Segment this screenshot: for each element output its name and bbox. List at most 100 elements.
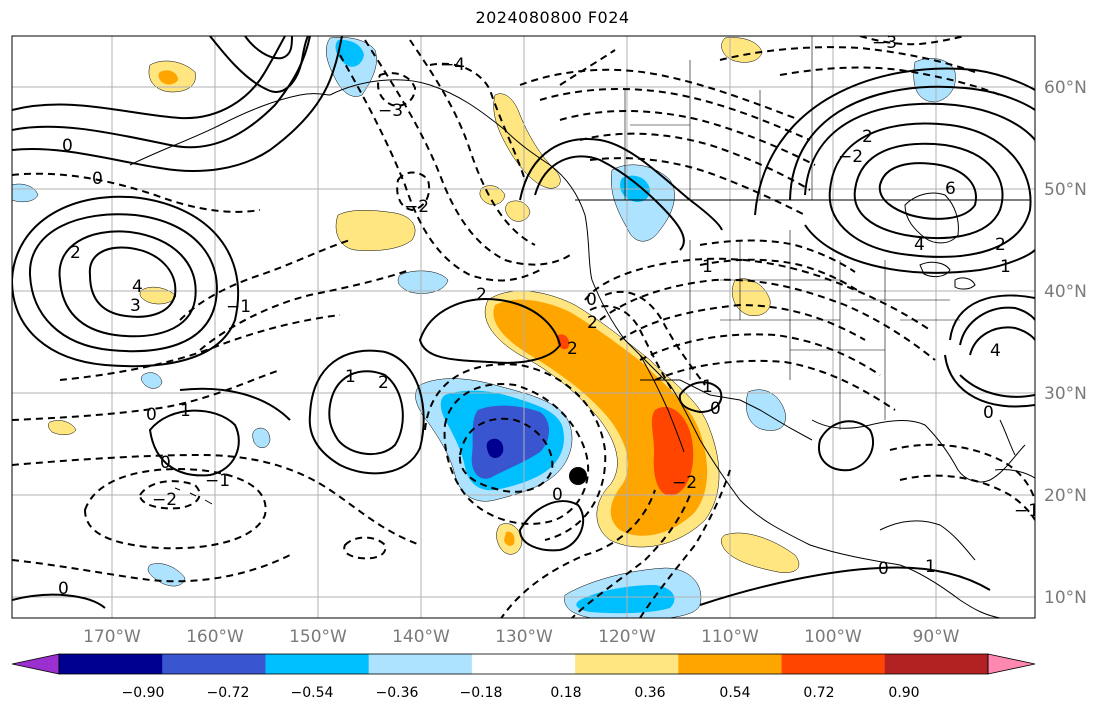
contour-neg-trough-2 — [364, 39, 571, 266]
contour-low-center — [88, 246, 177, 318]
contour-neg-west-us-4 — [639, 333, 881, 376]
contour-neg-arctic-1 — [719, 46, 976, 73]
contour-ak-4 — [12, 36, 343, 172]
negative-anomaly-tropics-core — [576, 585, 675, 614]
contour-neg-trough-1 — [339, 54, 541, 282]
contour-east-high-3 — [828, 122, 1032, 258]
contour-neg-south-3 — [639, 469, 731, 618]
lat-label: 30°N — [1044, 384, 1087, 404]
contour-label: −1 — [226, 297, 251, 317]
colorbar-tick-label: 0.54 — [719, 685, 750, 701]
negative-anomaly-small-2 — [252, 427, 271, 448]
central-america-coast — [879, 520, 976, 561]
contour-label: 2 — [862, 127, 873, 147]
contour-alaska-ridge-3 — [209, 36, 309, 93]
contour-label: 4 — [914, 235, 925, 255]
contour-label: 0 — [58, 579, 69, 599]
colorbar-segment — [678, 654, 783, 674]
us-mexico-border — [640, 379, 813, 441]
colorbar-outline — [58, 653, 989, 675]
positive-anomaly-east-pac — [721, 532, 800, 573]
contour-neg-canada-3 — [559, 110, 816, 166]
contour-label: 0 — [878, 559, 889, 579]
lat-label: 50°N — [1044, 180, 1087, 200]
contour-neg-canada-7 — [699, 258, 861, 293]
contour-label: 2 — [70, 243, 81, 263]
contour-neg-1 — [12, 172, 261, 213]
contour-southeast-4 — [959, 374, 1035, 398]
hudson-bay-coast — [904, 192, 959, 244]
great-lakes — [919, 261, 976, 290]
canada-provinces — [624, 36, 813, 200]
contour-tropical-1 — [518, 500, 585, 552]
contour-neg-lower-3 — [424, 363, 607, 541]
colorbar-segment — [884, 654, 989, 674]
lat-label: 10°N — [1044, 588, 1087, 608]
contour-neg-tropical-1 — [83, 468, 267, 550]
contour-east-high-4 — [804, 102, 1035, 196]
contour-low-ring-3 — [28, 213, 218, 353]
lon-label: 160°W — [186, 627, 244, 647]
negative-anomaly-deep — [486, 438, 504, 458]
contour-east-high-1 — [878, 162, 977, 220]
lat-label: 60°N — [1044, 78, 1087, 98]
positive-anomaly-strong — [651, 406, 694, 496]
contour-east-pac-2 — [179, 387, 291, 421]
contour-mid-pac-3 — [148, 409, 240, 477]
latitude-axis: 60°N 50°N 40°N 30°N 20°N 10°N — [1044, 78, 1087, 608]
map-title: 2024080800 F024 — [475, 8, 630, 27]
contour-label: −3 — [378, 101, 403, 121]
contour-neg-canada-5 — [589, 157, 806, 216]
positive-anomaly-medium — [493, 299, 708, 536]
contour-neg-tropical-3 — [343, 536, 387, 560]
lon-label: 110°W — [701, 627, 759, 647]
contour-neg-trough-3 — [409, 39, 536, 246]
contour-east-high-2 — [853, 142, 1004, 240]
contour-southeast-5 — [944, 354, 1035, 408]
contour-label: 4 — [990, 341, 1001, 361]
colorbar-segment — [471, 654, 576, 674]
contour-neg-west-us-2 — [599, 278, 936, 361]
florida-coast — [999, 419, 1016, 456]
contour-neg-lower-2 — [458, 417, 554, 493]
contour-tropical-4 — [818, 420, 875, 472]
contour-canada-ridge-2 — [519, 138, 723, 231]
contour-label: 0 — [146, 405, 157, 425]
height-contours-positive — [12, 36, 1035, 609]
positive-anomaly-south-core — [504, 531, 515, 546]
anomaly-shading — [12, 37, 956, 618]
negative-anomaly-small-4 — [141, 372, 163, 389]
contour-label: 0 — [160, 453, 171, 473]
contour-label: 1 — [702, 377, 713, 397]
contour-neg-tropical-5 — [12, 554, 291, 583]
contour-neg-canada-2 — [539, 87, 811, 141]
contour-label: 2 — [378, 373, 389, 393]
negative-anomaly-blue — [471, 405, 549, 479]
hawaii-islands — [174, 487, 213, 505]
positive-anomaly-hawaii-west — [48, 420, 77, 435]
colorbar-extend-max — [987, 653, 1036, 675]
contour-label: −1 — [1014, 501, 1039, 521]
contour-label: 2 — [567, 339, 578, 359]
lon-label: 140°W — [392, 627, 450, 647]
contour-low-ring-4 — [12, 195, 240, 368]
contour-label: 4 — [132, 277, 143, 297]
contour-neg-south-2 — [570, 494, 691, 618]
colorbar-segment — [781, 654, 886, 674]
contour-low-ring-2 — [58, 230, 197, 338]
storm-center-marker — [569, 467, 587, 485]
contour-label: 1 — [1000, 257, 1011, 277]
contour-neg-south-1 — [500, 489, 656, 618]
map-frame — [11, 35, 1036, 619]
lon-label: 90°W — [913, 627, 960, 647]
contour-label: 1 — [180, 401, 191, 421]
contour-southeast-2 — [969, 326, 1035, 356]
lat-label: 20°N — [1044, 486, 1087, 506]
colorbar-tick-label: −0.72 — [207, 685, 250, 701]
contour-canada-ridge — [534, 155, 685, 251]
contour-label: 1 — [702, 257, 713, 277]
contour-tropical-2 — [699, 566, 991, 606]
contour-neg-tropical-2 — [138, 480, 201, 510]
height-contours-negative — [12, 36, 1035, 618]
